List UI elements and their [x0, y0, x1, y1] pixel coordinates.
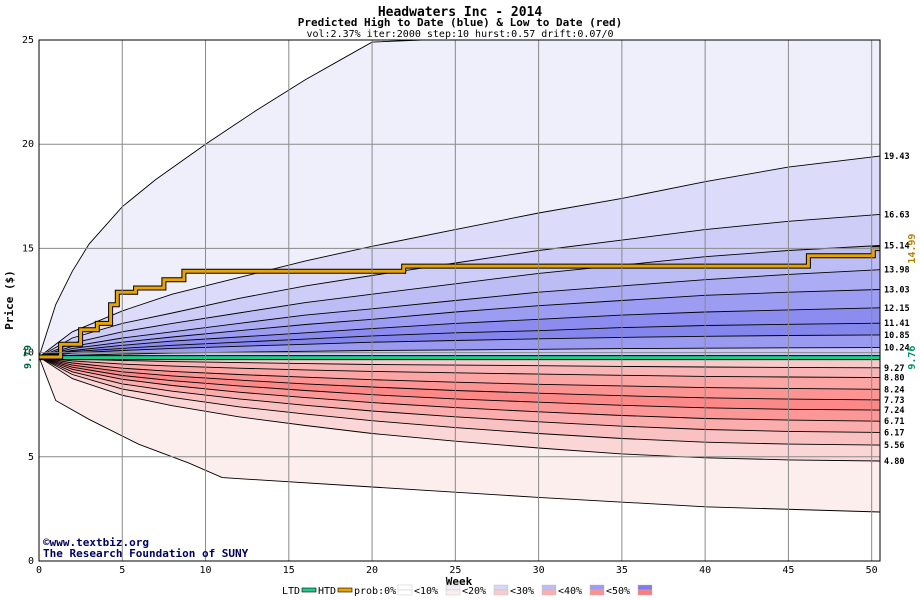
band-end-label: 9.27 [884, 364, 904, 374]
lower-band-1 [39, 357, 880, 378]
lower-band-6 [39, 357, 880, 433]
upper-band-7 [39, 334, 880, 357]
legend-swatch-upper [589, 584, 605, 591]
chart-subtitle: Predicted High to Date (blue) & Low to D… [298, 16, 623, 29]
upper-band-3 [39, 269, 880, 357]
legend-swatch-lower [445, 589, 461, 596]
legend-entry-label: <10% [414, 586, 438, 597]
upper-band-4 [39, 289, 880, 357]
legend-swatch-lower [493, 589, 509, 596]
start-price-label: 9.79 [23, 345, 34, 369]
legend-swatch-upper [493, 584, 509, 591]
lower-band-5 [39, 357, 880, 422]
y-tick-label: 0 [28, 556, 34, 567]
y-tick-label: 20 [22, 139, 34, 150]
upper-band-1 [39, 214, 880, 357]
band-end-label: 8.80 [884, 374, 904, 384]
band-end-label: 6.17 [884, 428, 904, 438]
legend-swatch-lower [397, 589, 413, 596]
x-tick-label: 40 [699, 565, 711, 576]
band-end-label: 6.71 [884, 417, 904, 427]
x-axis-label: Week [446, 575, 473, 588]
x-tick-label: 35 [616, 565, 628, 576]
x-tick-label: 5 [119, 565, 125, 576]
band-end-label: 13.98 [884, 266, 910, 276]
htd-end-label: 14.99 [907, 234, 918, 264]
legend-entry-label: <40% [558, 586, 582, 597]
band-end-label: 5.56 [884, 441, 904, 451]
legend-ltd-swatch [301, 587, 317, 593]
legend-entry-label: <20% [462, 586, 486, 597]
x-tick-label: 45 [782, 565, 794, 576]
upper-band-0 [39, 156, 880, 357]
x-tick-label: 20 [366, 565, 378, 576]
legend-htd-label: HTD [318, 586, 336, 597]
outer-lower-band [39, 357, 880, 512]
y-tick-label: 5 [28, 452, 34, 463]
y-tick-label: 15 [22, 243, 34, 254]
watermark-line-2: The Research Foundation of SUNY [43, 547, 249, 560]
band-end-label: 8.24 [884, 385, 904, 395]
band-end-label: 13.03 [884, 285, 910, 295]
legend-swatch-lower [637, 589, 653, 596]
lower-band-3 [39, 357, 880, 400]
chart-params: vol:2.37% iter:2000 step:10 hurst:0.57 d… [306, 29, 613, 40]
y-axis-label: Price ($) [3, 270, 16, 330]
band-end-label: 10.24 [884, 344, 910, 354]
x-tick-label: 50 [866, 565, 878, 576]
x-tick-label: 0 [36, 565, 42, 576]
legend-entry-label: <50% [606, 586, 630, 597]
watermark-line-1: ©www.textbiz.org [43, 536, 149, 549]
legend-prob-label: prob:0% [354, 586, 396, 597]
lower-band-8 [39, 357, 880, 461]
ltd-end-label: 9.76 [907, 346, 918, 370]
legend-ltd-label: LTD [282, 586, 300, 597]
band-end-label: 11.41 [884, 319, 910, 329]
legend-htd-swatch [337, 587, 353, 593]
legend-swatch-lower [541, 589, 557, 596]
legend-swatch-upper [637, 584, 653, 591]
band-end-label: 12.15 [884, 304, 910, 314]
band-end-label: 16.63 [884, 210, 910, 220]
htd-line [39, 247, 880, 359]
band-end-label: 7.24 [884, 406, 904, 416]
legend-entry-label: <30% [510, 586, 534, 597]
legend-swatch-lower [589, 589, 605, 596]
lower-band-4 [39, 357, 880, 411]
band-end-label: 15.14 [884, 241, 910, 251]
plot-area: 0 5 10 15 20 25 30 35 40 45 50 0 5 10 15 20 25 9.79 19.43 1… [22, 35, 918, 576]
y-tick-label: 25 [22, 35, 34, 46]
x-tick-label: 15 [283, 565, 295, 576]
outer-upper-band [39, 40, 880, 357]
x-tick-label: 10 [200, 565, 212, 576]
legend-swatch-upper [397, 584, 413, 591]
band-end-label: 7.73 [884, 396, 904, 406]
plot-border [38, 39, 881, 562]
legend-swatch-upper [541, 584, 557, 591]
band-end-label: 19.43 [884, 152, 910, 162]
legend: LTD HTD prob:0% <10% <20% <30% <40% <50% [282, 584, 653, 597]
upper-band-2 [39, 245, 880, 357]
legend-swatch-upper [445, 584, 461, 591]
x-tick-label: 25 [449, 565, 461, 576]
y-tick-label: 10 [22, 348, 34, 359]
x-tick-label: 30 [533, 565, 545, 576]
band-end-label: 10.85 [884, 331, 910, 341]
band-end-label: 4.80 [884, 457, 904, 467]
chart-title: Headwaters Inc - 2014 [378, 5, 543, 20]
